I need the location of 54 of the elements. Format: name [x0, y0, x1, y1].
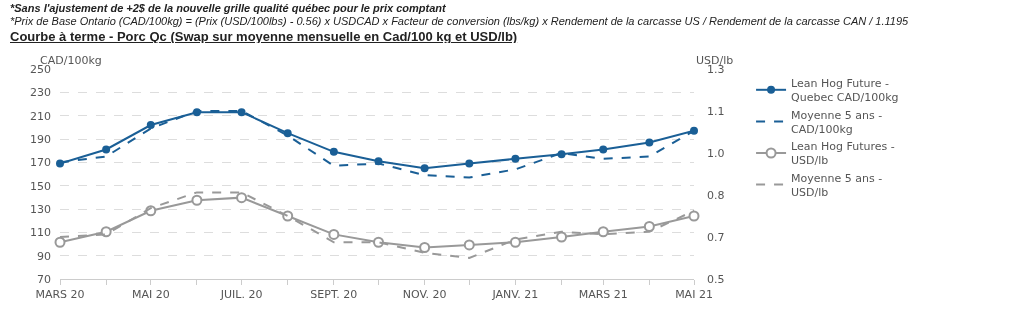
point: [645, 138, 654, 147]
x-tick-label: JUIL. 20: [219, 288, 263, 302]
point: [420, 164, 429, 173]
point: [597, 226, 609, 238]
point: [237, 108, 246, 117]
point: [191, 194, 203, 206]
y-tick-label: 110: [30, 226, 51, 240]
point: [283, 129, 292, 138]
y-tick-label: 90: [37, 249, 51, 263]
point: [599, 145, 608, 154]
point: [100, 226, 112, 238]
point: [509, 236, 521, 248]
y-tick-label: 130: [30, 202, 51, 216]
point: [328, 228, 340, 240]
legend-label: Moyenne 5 ans - USD/lb: [791, 171, 883, 200]
x-tick-label: JANV. 21: [491, 288, 539, 302]
point: [690, 126, 698, 135]
point: [556, 231, 568, 243]
point: [688, 210, 700, 222]
point: [329, 147, 338, 156]
point: [54, 236, 66, 248]
legend-label: Moyenne 5 ans - CAD/100kg: [791, 108, 883, 136]
point: [419, 242, 431, 253]
y-tick-label: 190: [30, 132, 51, 146]
point: [236, 192, 248, 204]
y-tick-label: 70: [37, 272, 51, 286]
y2-tick-label: 0.8: [707, 188, 725, 202]
x-tick-label: MARS 20: [35, 288, 85, 302]
y-tick-label: 150: [30, 179, 51, 193]
legend-label: Lean Hog Futures - USD/lb: [791, 140, 895, 168]
y-tick-label: 210: [30, 109, 51, 123]
x-tick-label: MAI 20: [131, 288, 170, 302]
y-tick-label: 170: [30, 156, 51, 170]
point: [102, 145, 111, 154]
y2-tick-label: 0.5: [707, 272, 725, 286]
x-tick-label: MARS 21: [578, 288, 628, 302]
text: *Sans l'ajustement de +2$ de la nouvelle grille qualité québec pour le prix comptant: [10, 2, 447, 15]
point: [56, 159, 64, 168]
y-tick-label: 230: [30, 86, 51, 100]
x-tick-label: SEPT. 20: [310, 288, 358, 302]
legend-label: Lean Hog Future - Quebec CAD/100kg: [791, 76, 899, 105]
point: [643, 221, 655, 232]
text: *Prix de Base Ontario (CAD/100kg) = (Prix (USD/100lbs) - 0.56) x USDCAD x Facteur de conversion (lbs/kg) x Rendement de la carcasse US / Rendement de la carcasse CAN / 1.1195: [10, 15, 910, 28]
x-tick-label: NOV. 20: [402, 288, 447, 302]
x-tick-label: MAI 21: [675, 288, 713, 302]
y2-tick-label: 0.7: [707, 230, 725, 244]
y2-tick-label: 1.1: [707, 104, 725, 118]
point: [557, 150, 566, 159]
point: [511, 154, 520, 163]
point: [463, 239, 475, 251]
point: [465, 159, 474, 168]
y-axis-title: CAD/100kg: [40, 54, 102, 67]
point: [146, 121, 155, 129]
y2-tick-label: 1.0: [707, 146, 725, 160]
